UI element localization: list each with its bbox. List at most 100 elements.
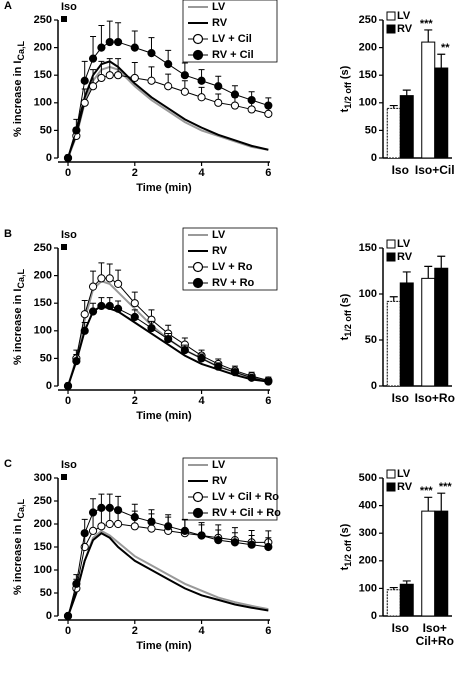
y-tick-label: 100 <box>34 325 52 337</box>
legend-marker <box>192 491 204 503</box>
x-tick-label: 2 <box>132 167 138 179</box>
y-tick-label: 200 <box>34 518 52 530</box>
y-tick-label: 0 <box>371 610 377 622</box>
y-axis-label-sub: Ca,L <box>16 41 26 61</box>
data-point <box>72 579 81 588</box>
y-axis-label-main: t <box>339 336 351 340</box>
series-line <box>67 74 269 159</box>
data-point <box>214 98 223 107</box>
y-axis-label: t1/2 off (s) <box>339 65 353 112</box>
x-tick-label: 6 <box>265 625 271 637</box>
legend-label: LV + Ro <box>212 261 253 273</box>
data-point <box>105 301 114 311</box>
y-tick-label: 150 <box>34 297 52 309</box>
panel-label: C <box>4 458 12 470</box>
bar <box>421 510 436 617</box>
x-tick-label: Iso <box>391 622 409 635</box>
y-axis-label-main: t <box>339 108 351 112</box>
legend-label: RV <box>212 245 228 257</box>
data-point <box>180 71 189 80</box>
y-axis-label: % increase in ICa,L <box>12 499 26 595</box>
y-tick-label: 500 <box>359 472 377 484</box>
data-point <box>164 82 173 91</box>
data-point <box>63 153 73 163</box>
y-tick-label: 0 <box>46 380 52 392</box>
data-point <box>130 73 139 83</box>
data-point <box>214 362 223 371</box>
x-tick-label-box: Iso <box>391 164 409 177</box>
legend-box <box>182 0 278 63</box>
y-tick-label: 0 <box>46 152 52 164</box>
data-point <box>88 282 98 291</box>
bar <box>399 282 414 387</box>
data-point <box>97 301 106 311</box>
error-bar <box>402 271 411 283</box>
series-line <box>67 507 269 617</box>
legend-box <box>182 457 278 521</box>
y-axis-label-main: % increase in I <box>12 519 24 595</box>
error-bar <box>389 296 398 302</box>
y-tick-label: 0 <box>46 610 52 622</box>
bar <box>386 300 401 387</box>
y-axis-label-unit: (s) <box>339 523 351 537</box>
data-point <box>264 109 273 118</box>
legend-label: LV <box>212 229 226 241</box>
y-tick-label: 250 <box>34 242 52 254</box>
y-axis-label-main: % increase in I <box>12 61 24 137</box>
data-point <box>130 299 139 308</box>
legend-marker <box>386 239 396 249</box>
x-axis-label: Time (min) <box>136 182 192 194</box>
y-tick-label: 100 <box>359 288 377 300</box>
data-point <box>197 531 206 540</box>
data-point <box>180 346 189 355</box>
legend-label: LV <box>212 1 226 13</box>
error-bar <box>424 496 433 512</box>
data-point <box>164 60 173 69</box>
data-point <box>105 37 114 47</box>
y-axis-label: % increase in ICa,L <box>12 269 26 365</box>
x-tick-label: Iso <box>391 164 409 177</box>
legend-marker <box>386 11 396 21</box>
data-point <box>105 274 114 283</box>
series-line <box>67 60 269 159</box>
bar <box>399 583 414 617</box>
x-tick-label: Iso+ Cil+Ro <box>415 622 454 648</box>
x-axis-label: Time (min) <box>136 640 192 652</box>
data-point <box>147 517 156 526</box>
legend-marker <box>386 469 396 479</box>
x-tick-label: 0 <box>65 167 71 179</box>
data-point <box>180 87 189 96</box>
data-point <box>88 508 98 517</box>
x-tick-label-box: Iso+ Cil+Ro <box>415 622 454 648</box>
x-tick-label-box: Iso+Cil <box>414 164 455 177</box>
x-tick-label: 6 <box>265 167 271 179</box>
legend-marker <box>386 482 396 492</box>
data-point <box>197 76 206 85</box>
data-point <box>80 76 89 85</box>
x-tick-label-box: Iso+Ro <box>415 392 455 405</box>
x-tick-label-box: Iso <box>391 622 409 635</box>
data-point <box>63 611 73 621</box>
x-tick-label: 2 <box>132 395 138 407</box>
y-tick-label: 0 <box>371 380 377 392</box>
x-tick-label: 6 <box>265 395 271 407</box>
series-line <box>67 523 269 617</box>
y-axis-label-sub: 1/2 off <box>343 81 353 109</box>
y-tick-label: 150 <box>34 541 52 553</box>
legend-label: LV <box>397 468 411 480</box>
series-line <box>67 277 269 387</box>
error-bar <box>424 29 433 43</box>
legend-label: LV <box>397 238 411 250</box>
data-point <box>264 542 273 552</box>
legend-label: LV + Cil + Ro <box>212 491 279 503</box>
bar <box>421 277 436 387</box>
legend-marker <box>192 277 204 289</box>
legend-marker <box>192 507 204 519</box>
y-tick-label: 150 <box>359 242 377 254</box>
x-tick-label: Iso+Cil <box>414 164 455 177</box>
legend-marker <box>386 252 396 262</box>
y-axis-label-sub: Ca,L <box>16 269 26 289</box>
x-axis-label: Time (min) <box>136 410 192 422</box>
